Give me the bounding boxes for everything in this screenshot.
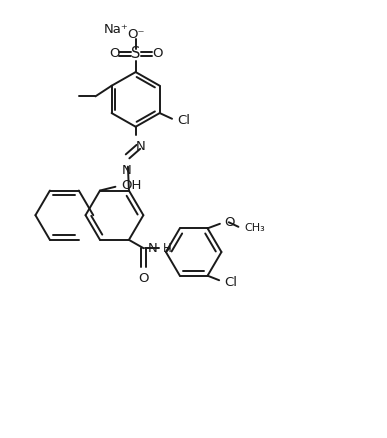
Text: O: O <box>152 47 163 60</box>
Text: O: O <box>224 216 234 229</box>
Text: Cl: Cl <box>177 114 190 127</box>
Text: OH: OH <box>121 180 142 192</box>
Text: O: O <box>138 272 149 285</box>
Text: CH₃: CH₃ <box>244 223 265 233</box>
Text: Cl: Cl <box>224 276 237 289</box>
Text: O⁻: O⁻ <box>127 28 144 41</box>
Text: Na⁺: Na⁺ <box>104 23 129 35</box>
Text: S: S <box>131 46 140 61</box>
Text: N: N <box>135 141 145 153</box>
Text: O: O <box>109 47 119 60</box>
Text: N: N <box>148 242 158 255</box>
Text: N: N <box>122 164 132 177</box>
Text: H: H <box>163 242 171 255</box>
